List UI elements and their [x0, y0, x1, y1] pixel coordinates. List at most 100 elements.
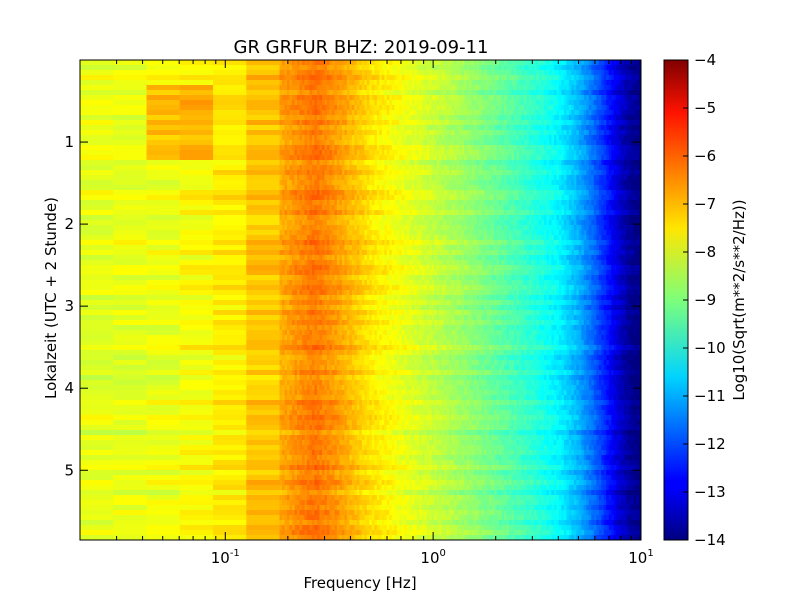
- heatmap-cell: [419, 115, 423, 121]
- heatmap-cell: [561, 145, 565, 151]
- heatmap-cell: [573, 80, 577, 86]
- heatmap-cell: [331, 120, 335, 126]
- heatmap-cell: [628, 145, 632, 151]
- heatmap-cell: [394, 85, 398, 91]
- heatmap-cell: [578, 80, 582, 86]
- heatmap-cell: [486, 80, 490, 86]
- heatmap-cell: [113, 85, 148, 91]
- heatmap-cell: [509, 160, 513, 166]
- heatmap-cell: [568, 150, 572, 156]
- heatmap-cell: [444, 140, 448, 146]
- heatmap-cell: [526, 165, 530, 171]
- heatmap-cell: [608, 100, 612, 106]
- heatmap-cell: [638, 90, 642, 96]
- heatmap-cell: [321, 80, 325, 86]
- heatmap-cell: [389, 100, 393, 106]
- heatmap-cell: [364, 135, 368, 141]
- heatmap-cell: [606, 130, 610, 136]
- heatmap-cell: [314, 115, 318, 121]
- heatmap-cell: [523, 95, 527, 101]
- heatmap-cell: [309, 60, 313, 66]
- heatmap-cell: [561, 155, 565, 161]
- heatmap-cell: [581, 120, 585, 126]
- heatmap-cell: [444, 80, 448, 86]
- heatmap-cell: [514, 150, 517, 156]
- heatmap-cell: [213, 135, 247, 141]
- heatmap-cell: [344, 65, 348, 71]
- heatmap-cell: [631, 120, 635, 126]
- heatmap-cell: [284, 145, 288, 151]
- heatmap-cell: [474, 120, 478, 126]
- heatmap-cell: [573, 105, 577, 111]
- heatmap-cell: [621, 75, 625, 81]
- heatmap-cell: [344, 80, 348, 86]
- heatmap-cell: [571, 145, 575, 151]
- heatmap-cell: [631, 110, 635, 116]
- heatmap-cell: [459, 95, 463, 101]
- heatmap-cell: [568, 110, 572, 116]
- heatmap-cell: [568, 90, 572, 96]
- heatmap-cell: [573, 90, 577, 96]
- heatmap-cell: [616, 160, 620, 166]
- heatmap-cell: [381, 170, 385, 176]
- heatmap-cell: [282, 155, 286, 161]
- heatmap-cell: [593, 150, 597, 156]
- heatmap-cell: [399, 155, 403, 161]
- heatmap-cell: [506, 170, 510, 176]
- heatmap-cell: [568, 80, 572, 86]
- heatmap-cell: [80, 85, 114, 91]
- heatmap-cell: [576, 90, 580, 96]
- heatmap-cell: [391, 140, 395, 146]
- heatmap-cell: [376, 125, 380, 131]
- heatmap-cell: [628, 135, 632, 141]
- heatmap-cell: [494, 110, 498, 116]
- heatmap-cell: [311, 170, 315, 176]
- heatmap-cell: [613, 135, 617, 141]
- heatmap-cell: [336, 165, 340, 171]
- heatmap-cell: [456, 160, 460, 166]
- heatmap-cell: [489, 125, 493, 131]
- heatmap-cell: [321, 95, 325, 101]
- heatmap-cell: [246, 190, 281, 196]
- heatmap-cell: [287, 75, 291, 81]
- heatmap-cell: [596, 80, 600, 86]
- heatmap-cell: [628, 140, 632, 146]
- heatmap-cell: [146, 215, 181, 221]
- heatmap-cell: [491, 150, 495, 156]
- heatmap-cell: [489, 115, 493, 121]
- heatmap-cell: [526, 95, 530, 101]
- heatmap-cell: [444, 145, 448, 151]
- heatmap-cell: [441, 100, 445, 106]
- heatmap-cell: [616, 140, 620, 146]
- heatmap-cell: [613, 165, 617, 171]
- heatmap-cell: [491, 115, 495, 121]
- heatmap-cell: [339, 115, 343, 121]
- heatmap-cell: [528, 125, 532, 131]
- heatmap-cell: [396, 145, 400, 151]
- heatmap-cell: [371, 135, 375, 141]
- heatmap-cell: [631, 125, 635, 131]
- heatmap-cell: [439, 90, 443, 96]
- heatmap-cell: [409, 155, 413, 161]
- heatmap-cell: [459, 130, 463, 136]
- heatmap-cell: [586, 90, 590, 96]
- heatmap-cell: [516, 100, 520, 106]
- heatmap-cell: [556, 140, 560, 146]
- heatmap-cell: [179, 180, 214, 186]
- heatmap-cell: [113, 140, 148, 146]
- heatmap-cell: [621, 125, 625, 131]
- heatmap-cell: [354, 65, 358, 71]
- heatmap-cell: [581, 155, 585, 161]
- heatmap-cell: [506, 85, 510, 91]
- heatmap-cell: [556, 85, 560, 91]
- heatmap-cell: [336, 150, 340, 156]
- heatmap-cell: [364, 120, 368, 126]
- heatmap-cell: [526, 85, 530, 91]
- heatmap-cell: [571, 70, 575, 76]
- heatmap-cell: [326, 135, 330, 141]
- heatmap-cell: [364, 80, 368, 86]
- heatmap-cell: [573, 160, 577, 166]
- heatmap-cell: [319, 120, 323, 126]
- heatmap-cell: [444, 165, 448, 171]
- heatmap-cell: [424, 155, 428, 161]
